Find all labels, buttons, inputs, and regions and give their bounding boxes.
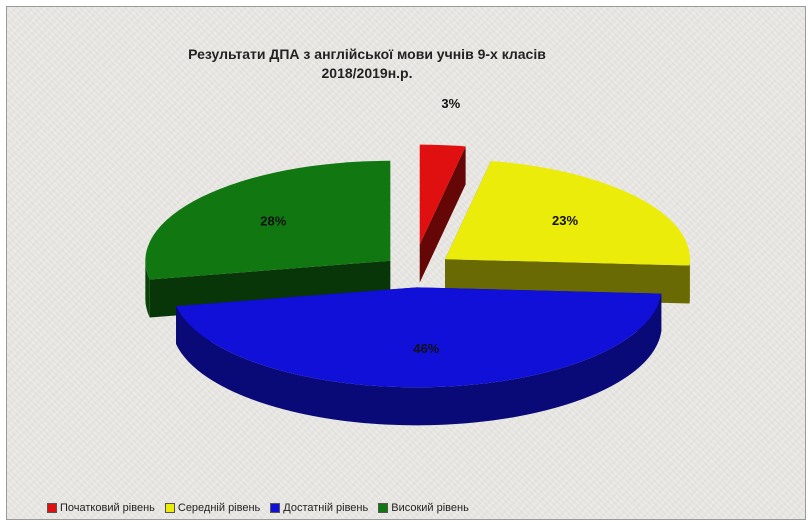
chart-area: Результати ДПА з англійської мови учнів … <box>6 6 806 520</box>
data-label: 28% <box>260 213 286 228</box>
legend-swatch-average <box>164 503 175 513</box>
legend-label: Середній рівень <box>177 502 261 514</box>
legend-swatch-initial <box>47 503 57 513</box>
slice-top-face <box>419 144 466 245</box>
slice-radial-face <box>419 146 466 283</box>
pie-slice-initial <box>419 144 466 283</box>
pie-slice-sufficient <box>176 287 662 426</box>
legend-swatch-sufficient <box>270 503 281 513</box>
legend-item: Високий рівень <box>378 502 469 514</box>
legend-label: Початковий рівень <box>60 502 155 514</box>
data-label: 3% <box>441 96 460 111</box>
pie-chart: 3% 23% 46% 28% <box>145 96 691 426</box>
legend-label: Високий рівень <box>391 502 469 514</box>
data-label: 23% <box>552 213 578 228</box>
chart-title-line: Результати ДПА з англійської мови учнів … <box>188 46 546 62</box>
data-label: 46% <box>413 341 439 356</box>
legend-item: Початковий рівень <box>47 502 155 514</box>
legend-item: Середній рівень <box>164 502 261 514</box>
slice-outer-wall <box>176 293 662 426</box>
legend-swatch-high <box>378 503 389 513</box>
chart-subtitle-line: 2018/2019н.р. <box>321 65 413 81</box>
pie-slice-average <box>445 160 691 304</box>
chart-title: Результати ДПА з англійської мови учнів … <box>67 45 667 83</box>
legend-label: Достатній рівень <box>283 502 369 514</box>
slice-top-face <box>176 287 662 388</box>
slice-top-face <box>445 160 691 266</box>
legend-item: Достатній рівень <box>270 502 368 514</box>
slice-outer-wall <box>145 260 150 318</box>
legend: Початковий рівень Середній рівень Достат… <box>47 499 799 517</box>
slice-top-face <box>145 160 391 280</box>
